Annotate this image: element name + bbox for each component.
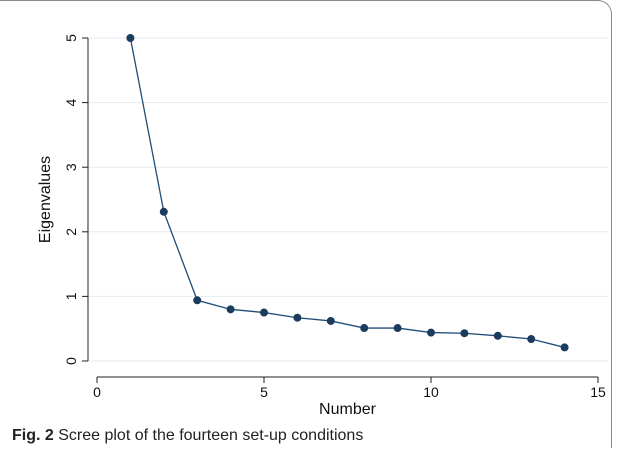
figure-caption: Fig. 2 Scree plot of the fourteen set-up… (12, 427, 363, 445)
scree-plot: 0 5 10 15 0 1 2 3 4 5 Number Eigenvalues (0, 0, 622, 425)
y-tick-label: 4 (63, 98, 79, 106)
eigenvalue-point (227, 306, 234, 313)
eigenvalue-point (327, 317, 334, 324)
eigenvalue-point (160, 208, 167, 215)
eigenvalue-points (127, 34, 568, 351)
y-tick-label: 2 (63, 228, 79, 236)
eigenvalue-point (127, 34, 134, 41)
y-tick-label: 1 (63, 292, 79, 300)
eigenvalue-point (260, 309, 267, 316)
eigenvalue-point (494, 332, 501, 339)
y-axis-ticks: 0 1 2 3 4 5 (63, 34, 88, 365)
x-tick-label: 5 (260, 384, 268, 400)
eigenvalue-point (394, 324, 401, 331)
eigenvalue-point (427, 329, 434, 336)
eigenvalue-point (528, 335, 535, 342)
eigenvalue-point (461, 330, 468, 337)
axes (88, 38, 598, 377)
y-tick-label: 5 (63, 34, 79, 42)
y-tick-label: 3 (63, 163, 79, 171)
figure-number: Fig. 2 (12, 427, 54, 444)
x-axis-ticks: 0 5 10 15 (93, 377, 606, 400)
x-tick-label: 15 (590, 384, 606, 400)
grid-lines (87, 38, 608, 361)
eigenvalue-point (561, 344, 568, 351)
y-tick-label: 0 (63, 357, 79, 365)
eigenvalue-point (194, 297, 201, 304)
x-axis-label: Number (319, 401, 377, 418)
eigenvalue-point (294, 314, 301, 321)
eigenvalue-point (361, 324, 368, 331)
x-tick-label: 10 (423, 384, 439, 400)
y-axis-label: Eigenvalues (37, 156, 54, 243)
x-tick-label: 0 (93, 384, 101, 400)
caption-text: Scree plot of the fourteen set-up condit… (58, 427, 363, 444)
